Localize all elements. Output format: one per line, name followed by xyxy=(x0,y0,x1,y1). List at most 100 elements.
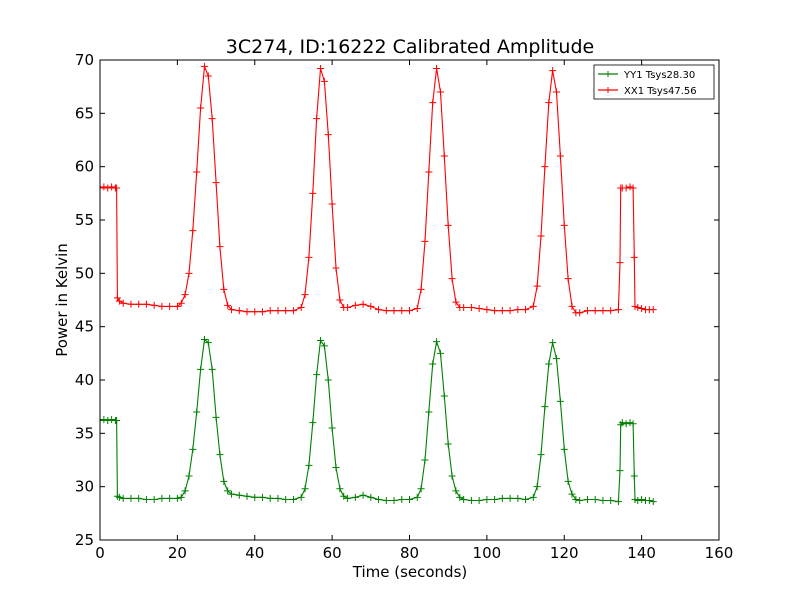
data-point xyxy=(282,495,290,503)
data-point xyxy=(467,497,475,505)
data-point xyxy=(498,494,506,502)
data-point xyxy=(545,99,553,107)
data-point xyxy=(328,424,336,432)
data-point xyxy=(556,152,564,160)
data-point xyxy=(274,494,282,502)
data-point xyxy=(235,491,243,499)
data-point xyxy=(193,408,201,416)
y-tick-label: 50 xyxy=(75,264,94,282)
data-point xyxy=(591,307,599,315)
data-point xyxy=(235,307,243,315)
data-point xyxy=(158,494,166,502)
data-point xyxy=(634,303,642,311)
data-point xyxy=(614,498,622,506)
data-point xyxy=(332,463,340,471)
data-point xyxy=(618,419,626,427)
data-point xyxy=(568,302,576,310)
data-point xyxy=(514,494,522,502)
x-tick-label: 100 xyxy=(473,544,502,562)
data-point xyxy=(444,221,452,229)
data-point xyxy=(616,259,624,267)
x-tick-label: 120 xyxy=(550,544,579,562)
data-point xyxy=(189,227,197,235)
data-point xyxy=(135,300,143,308)
axes: 0 20 40 60 80 100 120 140 160 25 30 35 40 45 50 55 60 65 7… xyxy=(75,51,733,562)
legend-box xyxy=(593,64,715,100)
data-point xyxy=(243,492,251,500)
data-point xyxy=(282,307,290,315)
data-point xyxy=(142,300,150,308)
data-point xyxy=(367,493,375,501)
data-point xyxy=(289,307,297,315)
data-point xyxy=(599,497,607,505)
series-1 xyxy=(100,335,657,506)
data-point xyxy=(104,417,112,425)
data-point xyxy=(421,456,429,464)
data-point xyxy=(173,302,181,310)
data-point xyxy=(599,307,607,315)
data-point xyxy=(224,301,232,309)
data-point xyxy=(467,303,475,311)
data-point xyxy=(243,308,251,316)
data-point xyxy=(305,253,313,261)
data-point xyxy=(382,497,390,505)
data-point xyxy=(336,296,344,304)
data-point xyxy=(649,498,657,506)
data-point xyxy=(197,104,205,112)
data-point xyxy=(216,243,224,251)
data-point xyxy=(181,291,189,299)
data-point xyxy=(324,131,332,139)
data-point xyxy=(166,302,174,310)
y-tick-label: 25 xyxy=(75,531,94,549)
data-point xyxy=(119,494,127,502)
data-point xyxy=(344,303,352,311)
data-point xyxy=(533,483,541,491)
plot-area xyxy=(100,62,657,506)
data-point xyxy=(301,291,309,299)
data-point xyxy=(506,494,514,502)
data-point xyxy=(251,493,259,501)
data-point xyxy=(185,269,193,277)
data-point xyxy=(220,285,228,293)
data-point xyxy=(166,494,174,502)
series-2 xyxy=(100,62,657,317)
data-point xyxy=(289,495,297,503)
data-point xyxy=(560,221,568,229)
data-point xyxy=(607,307,615,315)
x-tick-label: 40 xyxy=(245,544,264,562)
data-point xyxy=(193,168,201,176)
data-point xyxy=(274,307,282,315)
data-point xyxy=(258,493,266,501)
data-point xyxy=(568,490,576,498)
data-point xyxy=(328,200,336,208)
y-tick-label: 65 xyxy=(75,104,94,122)
data-point xyxy=(440,392,448,400)
data-point xyxy=(150,495,158,503)
data-point xyxy=(351,301,359,309)
data-point xyxy=(638,305,646,313)
data-point xyxy=(150,301,158,309)
data-point xyxy=(460,303,468,311)
data-point xyxy=(522,306,530,314)
data-point xyxy=(100,184,104,192)
data-point xyxy=(456,493,464,501)
data-point xyxy=(541,163,549,171)
data-point xyxy=(332,264,340,272)
data-point xyxy=(127,494,135,502)
data-point xyxy=(177,299,185,307)
data-point xyxy=(251,308,259,316)
data-point xyxy=(498,307,506,315)
data-point xyxy=(491,307,499,315)
data-point xyxy=(324,376,332,384)
data-point xyxy=(104,184,112,192)
y-tick-label: 35 xyxy=(75,424,94,442)
data-point xyxy=(564,477,572,485)
x-tick-label: 80 xyxy=(400,544,419,562)
y-tick-label: 40 xyxy=(75,371,94,389)
data-point xyxy=(645,497,653,505)
data-point xyxy=(390,497,398,505)
legend-entry: YY1 Tsys28.30 xyxy=(598,70,695,81)
data-point xyxy=(533,282,541,290)
data-point xyxy=(549,67,557,75)
data-point xyxy=(436,88,444,96)
